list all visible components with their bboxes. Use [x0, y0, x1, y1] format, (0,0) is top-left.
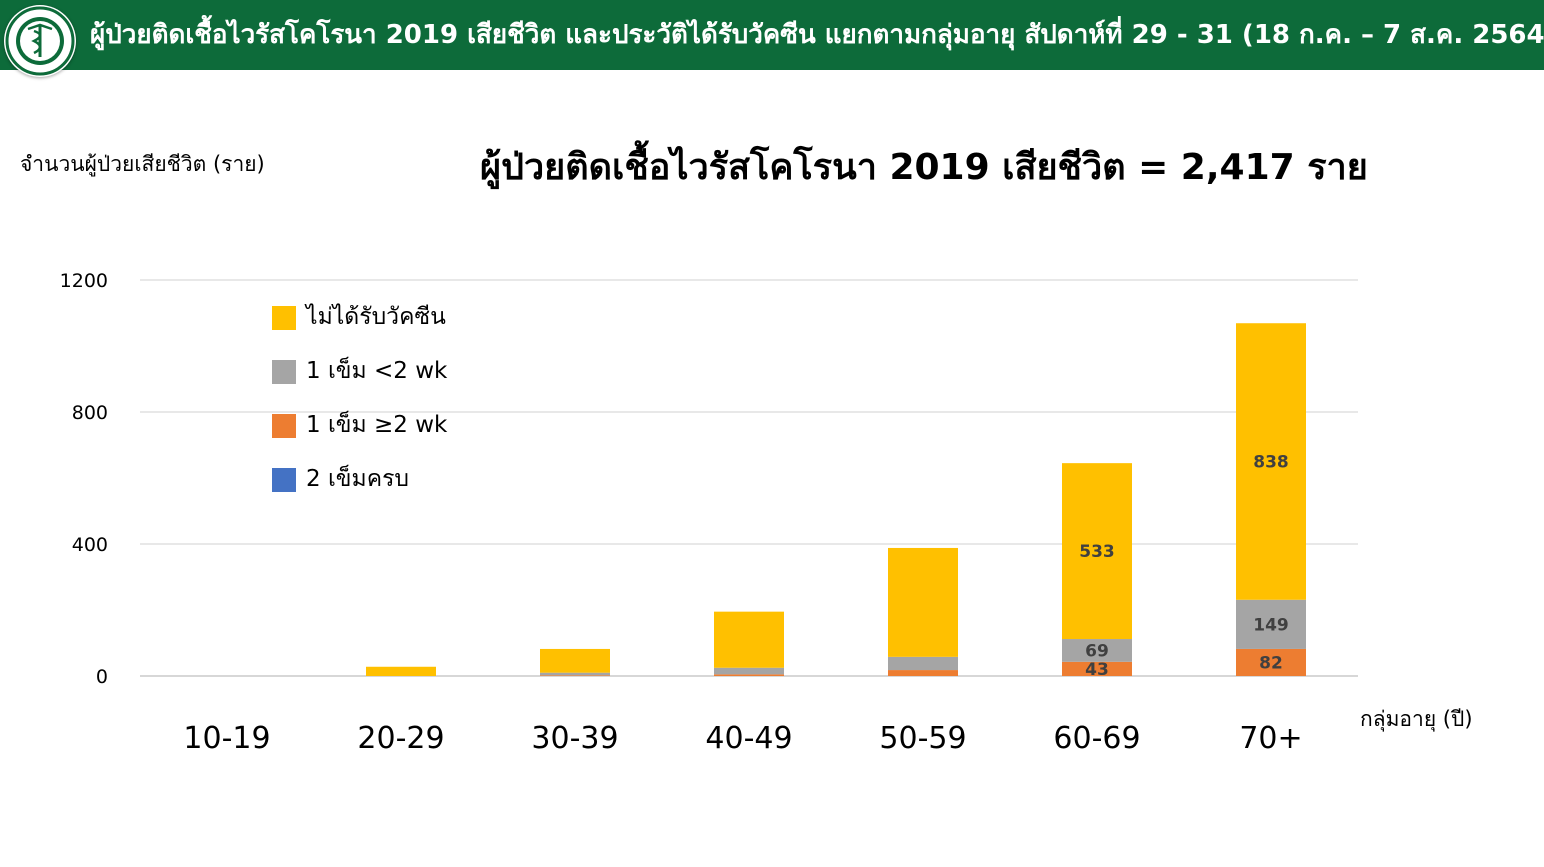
x-tick-label: 60-69 — [1053, 721, 1140, 756]
legend-swatch — [272, 360, 296, 384]
bar-segment — [1062, 661, 1132, 676]
bar-segment — [540, 672, 610, 676]
x-tick-label: 30-39 — [531, 721, 618, 756]
x-tick-label: 10-19 — [183, 721, 270, 756]
legend-label: 1 เข็ม ≥2 wk — [306, 412, 448, 438]
data-label: 533 — [1079, 542, 1115, 562]
x-tick-label: 20-29 — [357, 721, 444, 756]
x-tick-label: 70+ — [1239, 721, 1302, 756]
bar-segment — [540, 675, 610, 676]
bar-segment — [888, 670, 958, 676]
legend-swatch — [272, 468, 296, 492]
bar-segment — [1236, 648, 1306, 676]
legend-label: 1 เข็ม <2 wk — [306, 358, 448, 384]
x-axis-label: กลุ่มอายุ (ปี) — [1360, 707, 1473, 731]
bar-segment — [888, 547, 958, 657]
data-label: 43 — [1085, 660, 1109, 680]
y-tick-label: 1200 — [60, 270, 108, 292]
header-bar: ผู้ป่วยติดเชื้อไวรัสโคโรนา 2019 เสียชีวิ… — [0, 0, 1544, 77]
bar-segment — [366, 666, 436, 676]
legend-swatch — [272, 306, 296, 330]
bar-segment — [1236, 323, 1306, 600]
bar-segment — [714, 674, 784, 676]
legend-label: 2 เข็มครบ — [306, 466, 410, 492]
bar-segment — [888, 656, 958, 671]
bar-segment — [1062, 639, 1132, 662]
y-axis-label: จำนวนผู้ป่วยเสียชีวิต (ราย) — [20, 152, 265, 176]
chart-title: ผู้ป่วยติดเชื้อไวรัสโคโรนา 2019 เสียชีวิ… — [480, 147, 1368, 188]
y-tick-label: 0 — [96, 666, 108, 688]
y-tick-label: 400 — [72, 534, 108, 556]
legend-swatch — [272, 414, 296, 438]
data-label: 82 — [1259, 653, 1283, 673]
bar-segment — [1236, 599, 1306, 649]
bar-segment — [1062, 463, 1132, 640]
data-label: 69 — [1085, 641, 1109, 661]
data-label: 149 — [1253, 615, 1289, 635]
bar-segment — [714, 667, 784, 675]
ministry-seal-icon — [4, 5, 76, 77]
x-tick-label: 50-59 — [879, 721, 966, 756]
y-tick-label: 800 — [72, 402, 108, 424]
data-label: 838 — [1253, 453, 1289, 473]
legend-label: ไม่ได้รับวัคซีน — [306, 304, 446, 330]
bar-segment — [714, 611, 784, 668]
x-tick-label: 40-49 — [705, 721, 792, 756]
bar-segment — [540, 648, 610, 673]
page-title: ผู้ป่วยติดเชื้อไวรัสโคโรนา 2019 เสียชีวิ… — [90, 20, 1544, 50]
